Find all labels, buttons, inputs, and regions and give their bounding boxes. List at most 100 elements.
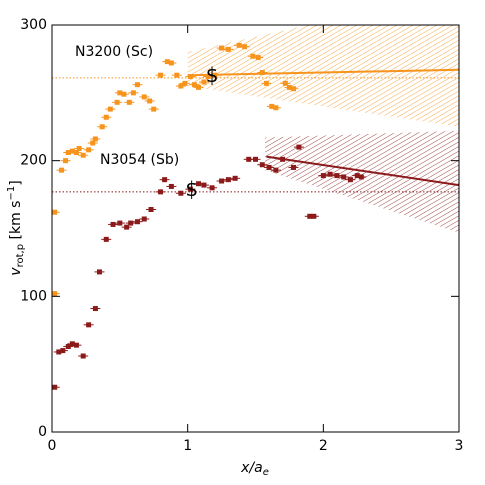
data-point — [253, 156, 258, 162]
data-point — [151, 106, 157, 112]
data-point — [164, 59, 170, 65]
data-point — [225, 177, 231, 183]
plot-frame — [51, 24, 460, 433]
data-point — [121, 91, 127, 97]
data-point — [354, 173, 360, 179]
data-point — [286, 84, 292, 90]
data-point — [219, 178, 225, 184]
data-point — [320, 173, 326, 179]
data-point — [178, 190, 184, 196]
data-point — [168, 183, 174, 189]
data-point — [141, 94, 147, 100]
data-point — [99, 124, 105, 130]
data-point — [201, 182, 207, 188]
data-point — [182, 80, 188, 86]
data-point — [212, 72, 218, 78]
data-point — [311, 213, 317, 219]
data-point — [80, 353, 86, 359]
x-tick-label: 0 — [48, 438, 57, 454]
data-point — [250, 53, 256, 59]
data-point — [73, 342, 79, 348]
data-point — [52, 291, 58, 297]
y-tick-label: 300 — [20, 17, 47, 33]
data-point — [124, 224, 130, 230]
x-tick-label: 1 — [183, 438, 192, 454]
data-point — [259, 69, 265, 75]
data-point — [158, 189, 164, 195]
x-axis-label: x/ae — [240, 460, 269, 478]
data-point — [130, 90, 136, 96]
data-point — [273, 167, 279, 173]
data-point — [201, 79, 207, 85]
data-point — [103, 114, 109, 120]
data-point — [263, 80, 269, 86]
data-point — [134, 219, 140, 225]
data-point — [242, 44, 248, 50]
data-point — [110, 221, 116, 227]
data-point — [273, 105, 279, 111]
data-point — [56, 349, 62, 355]
x-tick-label: 2 — [319, 438, 328, 454]
data-point — [259, 162, 265, 168]
data-point — [205, 74, 211, 80]
data-point — [103, 236, 109, 242]
data-point — [236, 42, 242, 48]
y-tick-label: 100 — [20, 288, 47, 304]
y-tick-label: 200 — [20, 153, 47, 169]
data-point — [69, 341, 75, 347]
marker-symbol: $ — [185, 177, 198, 201]
data-point — [86, 147, 92, 153]
data-point — [117, 90, 123, 96]
data-point — [141, 216, 147, 222]
data-point — [86, 322, 92, 328]
data-point — [290, 86, 296, 92]
data-point — [334, 173, 340, 179]
data-point — [148, 207, 154, 213]
data-point — [73, 150, 79, 156]
data-point — [76, 145, 82, 151]
y-axis-label: vrot,p [km s−1] — [6, 180, 26, 275]
data-point — [162, 177, 168, 183]
data-point — [126, 99, 132, 105]
data-point — [147, 98, 153, 104]
data-point — [246, 156, 252, 162]
data-point — [80, 152, 86, 158]
data-point — [232, 175, 238, 181]
fit-line — [266, 155, 459, 187]
data-point — [255, 55, 261, 61]
data-point — [65, 150, 71, 156]
data-point — [191, 82, 197, 88]
data-point — [209, 185, 215, 191]
series-label: N3200 (Sc) — [75, 44, 153, 60]
data-point — [63, 158, 69, 164]
data-point — [282, 80, 288, 86]
data-point — [347, 177, 353, 183]
data-point — [290, 164, 296, 170]
y-tick-label: 0 — [38, 424, 47, 440]
data-point — [92, 306, 98, 312]
data-point — [196, 84, 202, 90]
data-point — [90, 140, 96, 146]
data-point — [219, 45, 225, 51]
data-point — [341, 174, 347, 180]
data-point — [327, 171, 333, 177]
data-point — [225, 46, 231, 52]
data-point — [266, 164, 272, 170]
data-point — [187, 186, 193, 192]
data-point — [296, 144, 302, 150]
data-point — [269, 103, 275, 109]
data-point — [158, 72, 164, 78]
data-point — [358, 174, 364, 180]
data-point — [168, 60, 174, 66]
data-point — [174, 72, 180, 78]
data-point — [60, 348, 66, 354]
uncertainty-band — [264, 130, 459, 233]
fit-line — [187, 68, 459, 77]
x-tick-label: 3 — [455, 438, 464, 454]
uncertainty-band — [187, 25, 459, 127]
data-point — [117, 220, 123, 226]
data-point — [178, 83, 184, 89]
data-point — [128, 220, 134, 226]
data-point — [65, 344, 71, 350]
data-point — [69, 148, 75, 154]
